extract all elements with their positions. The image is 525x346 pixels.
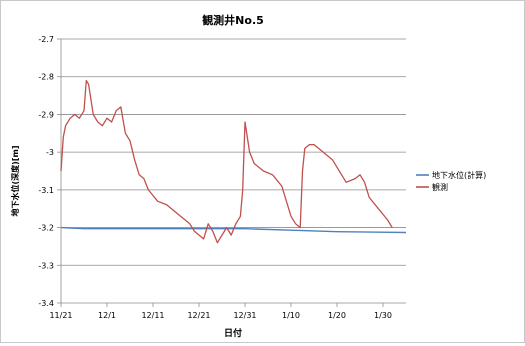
x-tick-labels: 11/21 12/1 12/11 12/21 12/31 1/10 1/20 1/30 bbox=[49, 311, 392, 320]
y-tick-label: -2.8 bbox=[38, 73, 54, 82]
axes bbox=[57, 38, 406, 307]
legend-label: 観測 bbox=[432, 182, 448, 192]
x-tick-label: 12/31 bbox=[233, 311, 256, 320]
y-tick-label: -3 bbox=[46, 148, 54, 157]
x-tick-label: 12/1 bbox=[98, 311, 116, 320]
x-axis-label: 日付 bbox=[224, 327, 242, 339]
x-tick-label: 1/30 bbox=[374, 311, 392, 320]
y-tick-labels: -2.7 -2.8 -2.9 -3 -3.1 -3.2 -3.3 -3.4 bbox=[38, 35, 54, 308]
y-tick-label: -3.3 bbox=[38, 261, 54, 270]
legend-label: 地下水位(計算) bbox=[432, 170, 486, 180]
y-tick-label: -3.4 bbox=[38, 299, 54, 308]
legend: 地下水位(計算) 観測 bbox=[416, 170, 486, 192]
y-tick-label: -3.2 bbox=[38, 224, 54, 233]
series-line-calculated bbox=[60, 226, 407, 234]
y-tick-label: -2.7 bbox=[38, 35, 54, 44]
x-tick-label: 11/21 bbox=[49, 311, 72, 320]
series-line-observed bbox=[60, 79, 393, 244]
y-axis-label: 地下水位(深度)[m] bbox=[10, 146, 20, 217]
x-tick-label: 1/20 bbox=[328, 311, 346, 320]
x-tick-label: 1/10 bbox=[282, 311, 300, 320]
x-tick-label: 12/21 bbox=[187, 311, 210, 320]
y-tick-label: -2.9 bbox=[38, 110, 54, 119]
grid-lines bbox=[61, 38, 406, 266]
series-lines bbox=[60, 79, 407, 244]
chart-title: 観測井No.5 bbox=[202, 13, 264, 27]
y-tick-label: -3.1 bbox=[38, 186, 54, 195]
x-tick-label: 12/11 bbox=[141, 311, 164, 320]
